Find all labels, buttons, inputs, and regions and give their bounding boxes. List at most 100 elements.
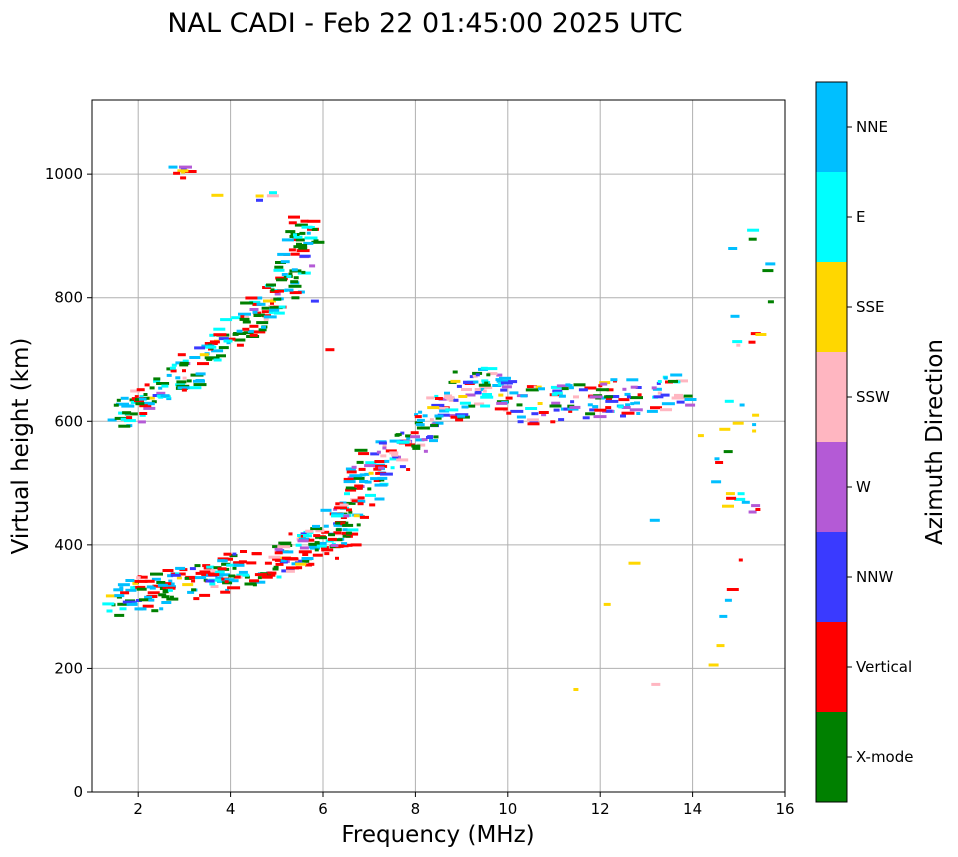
data-point — [131, 602, 137, 606]
data-point — [752, 429, 757, 433]
data-point — [486, 373, 491, 377]
data-point — [293, 235, 303, 239]
data-point — [234, 338, 246, 342]
data-point — [240, 550, 247, 553]
data-point — [290, 280, 299, 284]
data-point — [159, 607, 164, 611]
data-point — [527, 422, 540, 426]
data-point — [338, 544, 345, 548]
data-point — [474, 402, 485, 406]
data-point — [458, 395, 468, 398]
data-point — [151, 609, 159, 613]
data-point — [767, 300, 774, 304]
data-point — [432, 421, 444, 425]
data-point — [649, 518, 660, 522]
data-point — [526, 385, 537, 389]
data-point — [505, 396, 513, 400]
data-point — [630, 402, 635, 406]
data-point — [181, 170, 186, 174]
data-point — [414, 421, 423, 425]
data-point — [418, 410, 423, 414]
data-point — [747, 228, 760, 232]
data-point — [139, 412, 148, 415]
data-point — [220, 590, 231, 594]
data-point — [216, 354, 226, 358]
data-point — [422, 414, 428, 418]
data-point — [258, 328, 267, 332]
data-point — [377, 476, 388, 480]
x-tick-label: 4 — [226, 800, 236, 818]
data-point — [430, 423, 439, 427]
data-point — [261, 575, 273, 579]
data-point — [752, 413, 760, 417]
data-point — [191, 579, 196, 583]
data-point — [231, 579, 239, 583]
data-point — [303, 241, 314, 245]
data-point — [321, 548, 334, 552]
data-point — [275, 261, 286, 264]
data-point — [136, 388, 145, 392]
data-point — [315, 535, 320, 539]
data-point — [308, 562, 315, 566]
data-point — [153, 377, 161, 381]
data-point — [626, 378, 639, 382]
data-point — [671, 396, 685, 400]
colorbar-title: Azimuth Direction — [922, 339, 948, 545]
data-points — [102, 165, 776, 691]
data-point — [249, 300, 261, 304]
data-point — [263, 315, 277, 319]
data-point — [480, 366, 488, 370]
data-point — [275, 562, 284, 566]
data-point — [184, 576, 192, 580]
data-point — [124, 412, 138, 416]
data-point — [179, 165, 192, 169]
data-point — [598, 384, 603, 388]
data-point — [711, 480, 722, 484]
data-point — [333, 523, 347, 527]
data-point — [634, 401, 640, 405]
data-point — [144, 595, 153, 599]
colorbar-swatch — [816, 712, 847, 802]
data-point — [723, 450, 733, 454]
data-point — [284, 557, 298, 561]
data-point — [210, 585, 219, 588]
data-point — [120, 396, 129, 400]
data-point — [305, 538, 315, 542]
data-point — [320, 508, 332, 512]
colorbar-label: Vertical — [856, 658, 912, 676]
data-point — [225, 557, 233, 561]
data-point — [674, 393, 683, 397]
data-point — [173, 171, 181, 175]
data-point — [748, 510, 757, 514]
data-point — [399, 465, 406, 469]
data-point — [374, 483, 388, 487]
data-point — [332, 538, 343, 542]
data-point — [217, 567, 227, 571]
data-point — [657, 391, 662, 395]
data-point — [497, 382, 504, 386]
data-point — [211, 569, 216, 572]
data-point — [211, 193, 224, 197]
data-point — [218, 337, 229, 341]
data-point — [316, 544, 327, 548]
x-tick-label: 6 — [318, 800, 328, 818]
data-point — [119, 586, 124, 590]
data-point — [452, 370, 458, 374]
data-point — [249, 308, 259, 311]
data-point — [465, 393, 476, 397]
x-tick-label: 8 — [411, 800, 421, 818]
data-point — [325, 539, 334, 543]
data-point — [119, 607, 127, 611]
data-point — [239, 317, 250, 321]
data-point — [274, 265, 284, 269]
data-point — [303, 534, 312, 538]
data-point — [263, 317, 269, 321]
data-point — [225, 588, 230, 592]
data-point — [309, 264, 316, 268]
data-point — [570, 400, 575, 404]
data-point — [714, 457, 720, 461]
data-point — [526, 418, 539, 422]
data-point — [137, 420, 146, 424]
colorbar-swatch — [816, 172, 847, 262]
data-point — [156, 391, 166, 395]
